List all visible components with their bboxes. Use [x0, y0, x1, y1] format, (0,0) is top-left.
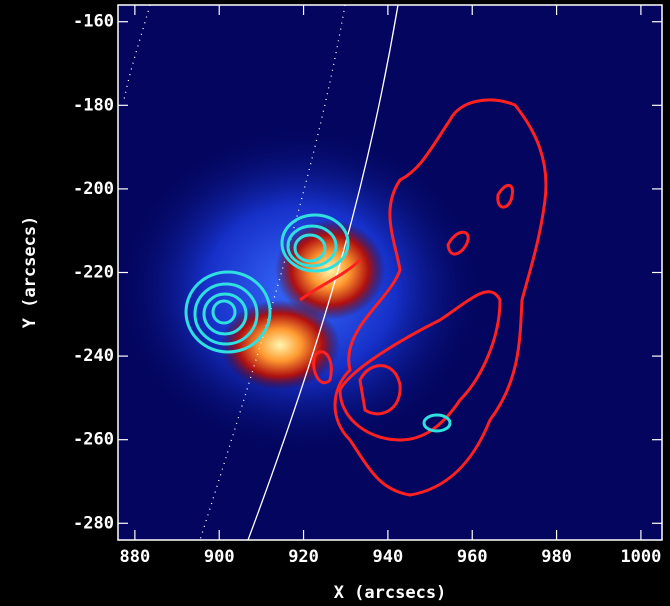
cyan-contours: [184, 213, 452, 433]
limb: [247, 5, 399, 540]
source-south: [220, 300, 340, 390]
y-tick-label: -180: [73, 95, 114, 115]
y-tick-label: -280: [73, 513, 114, 533]
y-tick-label: -200: [73, 179, 114, 199]
y-tick-label: -240: [73, 346, 114, 366]
y-tick-label: -260: [73, 430, 114, 450]
image: [118, 5, 548, 540]
x-tick-label: 880: [120, 547, 151, 567]
x-tick-label: 920: [288, 547, 319, 567]
x-tick-label: 900: [204, 547, 235, 567]
y-tick-label: -220: [73, 263, 114, 283]
source-north: [275, 220, 385, 320]
y-tick-label: -160: [73, 12, 114, 32]
x-axis-label: X (arcsecs): [334, 583, 447, 603]
x-tick-label: 1000: [620, 547, 661, 567]
x-tick-label: 980: [541, 547, 572, 567]
x-tick-label: 940: [373, 547, 404, 567]
red-contours: [299, 98, 548, 497]
x-tick-label: 960: [457, 547, 488, 567]
y-axis-label: Y (arcsecs): [20, 216, 40, 329]
